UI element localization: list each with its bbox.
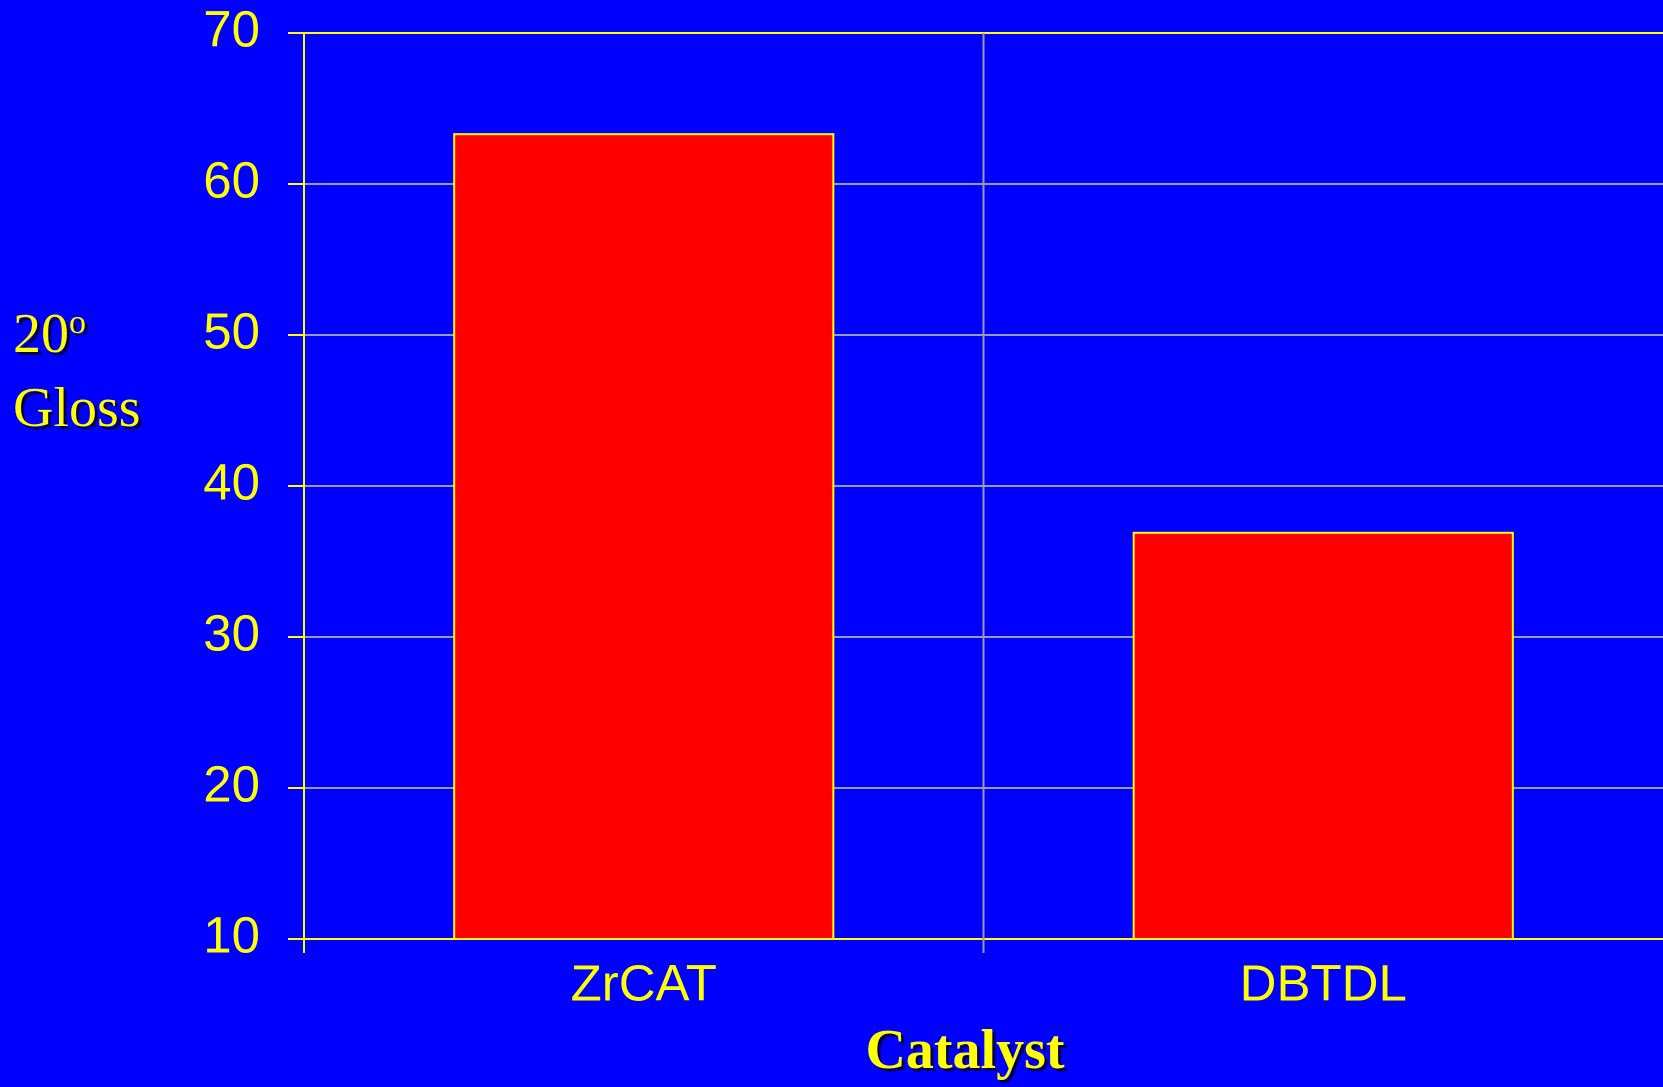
y-axis-label-line2: Gloss <box>13 377 141 439</box>
y-tick-label: 20 <box>203 755 260 812</box>
y-tick-label: 70 <box>203 0 260 57</box>
y-tick-label: 50 <box>203 302 260 359</box>
y-label-superscript: o <box>69 304 86 341</box>
x-tick-label: DBTDL <box>1240 954 1407 1011</box>
x-axis-label: Catalyst <box>865 1019 1064 1081</box>
y-tick-label: 40 <box>203 453 260 510</box>
y-label-text: 20 <box>13 303 69 365</box>
y-axis-label: 20o <box>13 303 86 365</box>
y-tick-label: 10 <box>203 906 260 963</box>
y-tick-label: 60 <box>203 151 260 208</box>
y-tick-label: 30 <box>203 604 260 661</box>
x-tick-label: ZrCAT <box>571 954 717 1011</box>
bar <box>453 133 835 941</box>
bar <box>1132 531 1514 940</box>
